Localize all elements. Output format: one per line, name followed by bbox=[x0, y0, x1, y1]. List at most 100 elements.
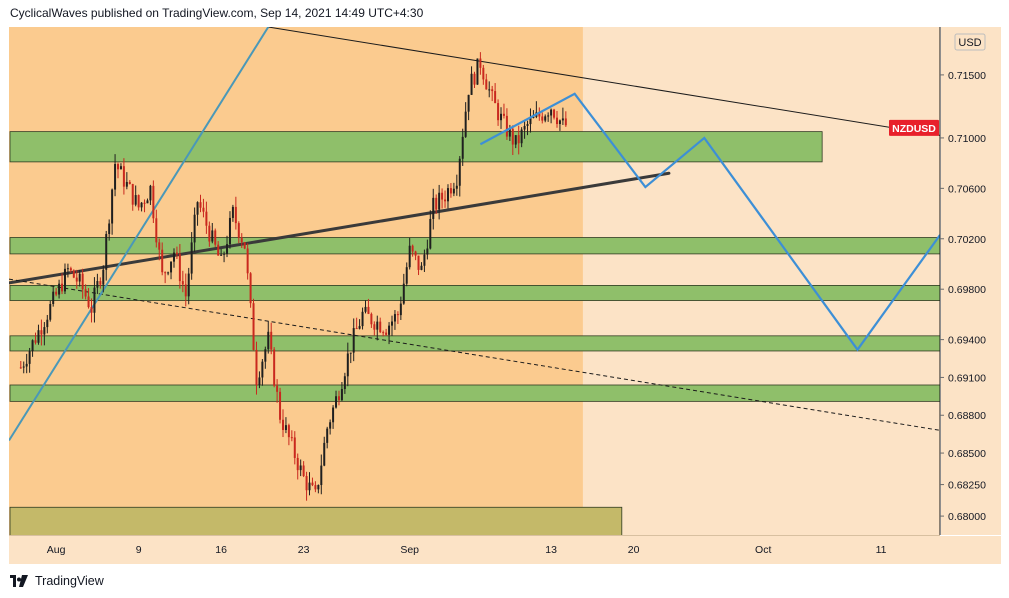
candle[interactable] bbox=[553, 108, 556, 120]
candle[interactable] bbox=[214, 228, 217, 247]
candle[interactable] bbox=[276, 379, 279, 403]
candle[interactable] bbox=[87, 288, 90, 309]
candle[interactable] bbox=[402, 273, 405, 305]
candle[interactable] bbox=[81, 268, 84, 299]
currency-badge[interactable] bbox=[954, 33, 986, 51]
candle[interactable] bbox=[502, 103, 505, 119]
candle[interactable] bbox=[414, 250, 417, 261]
candle[interactable] bbox=[335, 390, 338, 409]
candle[interactable] bbox=[19, 360, 22, 369]
candle[interactable] bbox=[143, 199, 146, 213]
candle[interactable] bbox=[346, 342, 349, 387]
candle[interactable] bbox=[367, 298, 370, 315]
candle[interactable] bbox=[261, 359, 264, 386]
candle[interactable] bbox=[125, 172, 128, 190]
candle[interactable] bbox=[117, 162, 120, 179]
candle[interactable] bbox=[223, 251, 226, 263]
candle[interactable] bbox=[167, 271, 170, 276]
candle[interactable] bbox=[455, 174, 458, 196]
candle[interactable] bbox=[408, 237, 411, 270]
candle[interactable] bbox=[520, 127, 523, 148]
candle[interactable] bbox=[355, 317, 358, 330]
candle[interactable] bbox=[308, 472, 311, 496]
trendline-solid-thin[interactable] bbox=[268, 27, 940, 136]
price-chart[interactable]: 0.71500 0.71000 0.70600 0.70200 0.69800 0.694… bbox=[9, 27, 1001, 564]
candle[interactable] bbox=[281, 409, 284, 438]
candle[interactable] bbox=[234, 196, 237, 230]
candle[interactable] bbox=[491, 85, 494, 102]
time-axis-background[interactable] bbox=[9, 536, 1001, 564]
price-zone[interactable] bbox=[9, 335, 940, 352]
candle[interactable] bbox=[69, 266, 72, 273]
candle[interactable] bbox=[523, 119, 526, 139]
candle[interactable] bbox=[497, 99, 500, 126]
candle[interactable] bbox=[164, 271, 167, 284]
candle[interactable] bbox=[49, 300, 52, 322]
candle[interactable] bbox=[102, 265, 105, 293]
candle[interactable] bbox=[63, 263, 66, 295]
candle[interactable] bbox=[279, 387, 282, 424]
candle[interactable] bbox=[558, 119, 561, 131]
candle[interactable] bbox=[226, 235, 229, 258]
candle[interactable] bbox=[205, 201, 208, 234]
candle[interactable] bbox=[196, 201, 199, 226]
candle[interactable] bbox=[252, 298, 255, 351]
candle[interactable] bbox=[52, 286, 55, 307]
candle[interactable] bbox=[249, 272, 252, 308]
candle[interactable] bbox=[302, 461, 305, 478]
candle[interactable] bbox=[22, 361, 25, 374]
candle[interactable] bbox=[78, 270, 81, 287]
candle[interactable] bbox=[284, 417, 287, 434]
candle[interactable] bbox=[84, 284, 87, 300]
candle[interactable] bbox=[476, 58, 479, 85]
candle[interactable] bbox=[411, 244, 414, 257]
candle[interactable] bbox=[561, 107, 564, 125]
candle[interactable] bbox=[202, 198, 205, 218]
candle[interactable] bbox=[58, 279, 61, 299]
candle[interactable] bbox=[114, 154, 117, 197]
candle[interactable] bbox=[161, 242, 164, 276]
trendline-dashed[interactable] bbox=[9, 278, 940, 431]
price-zone[interactable] bbox=[9, 237, 940, 255]
candle[interactable] bbox=[72, 269, 75, 279]
candle[interactable] bbox=[405, 262, 408, 287]
candle[interactable] bbox=[541, 112, 544, 124]
candle[interactable] bbox=[323, 436, 326, 467]
candle[interactable] bbox=[231, 204, 234, 222]
candle[interactable] bbox=[349, 352, 352, 364]
price-zone[interactable] bbox=[9, 131, 823, 163]
candle[interactable] bbox=[243, 241, 246, 250]
candle[interactable] bbox=[75, 269, 78, 289]
candle[interactable] bbox=[220, 248, 223, 256]
candle[interactable] bbox=[290, 430, 293, 442]
candle[interactable] bbox=[37, 324, 40, 345]
footer[interactable]: TradingView bbox=[10, 571, 104, 591]
candle[interactable] bbox=[211, 222, 214, 244]
candle[interactable] bbox=[137, 194, 140, 211]
candle[interactable] bbox=[320, 454, 323, 495]
candle[interactable] bbox=[270, 322, 273, 355]
candle[interactable] bbox=[255, 341, 258, 395]
candle[interactable] bbox=[55, 287, 58, 297]
candle[interactable] bbox=[511, 125, 514, 156]
candle[interactable] bbox=[326, 426, 329, 449]
candle[interactable] bbox=[152, 180, 155, 223]
candle[interactable] bbox=[358, 319, 361, 330]
candle[interactable] bbox=[46, 314, 49, 334]
candle[interactable] bbox=[526, 120, 529, 136]
candle[interactable] bbox=[420, 262, 423, 271]
candle[interactable] bbox=[470, 66, 473, 95]
candle[interactable] bbox=[305, 471, 308, 501]
candle[interactable] bbox=[564, 111, 567, 127]
candle[interactable] bbox=[396, 311, 399, 324]
candle[interactable] bbox=[31, 339, 34, 357]
candle[interactable] bbox=[61, 273, 64, 295]
candle[interactable] bbox=[158, 238, 161, 261]
candle[interactable] bbox=[382, 330, 385, 337]
price-axis-background[interactable] bbox=[941, 27, 1001, 535]
candle[interactable] bbox=[352, 318, 355, 362]
candle[interactable] bbox=[500, 107, 503, 129]
candle[interactable] bbox=[479, 52, 482, 75]
candle[interactable] bbox=[258, 371, 261, 389]
candle[interactable] bbox=[140, 202, 143, 212]
